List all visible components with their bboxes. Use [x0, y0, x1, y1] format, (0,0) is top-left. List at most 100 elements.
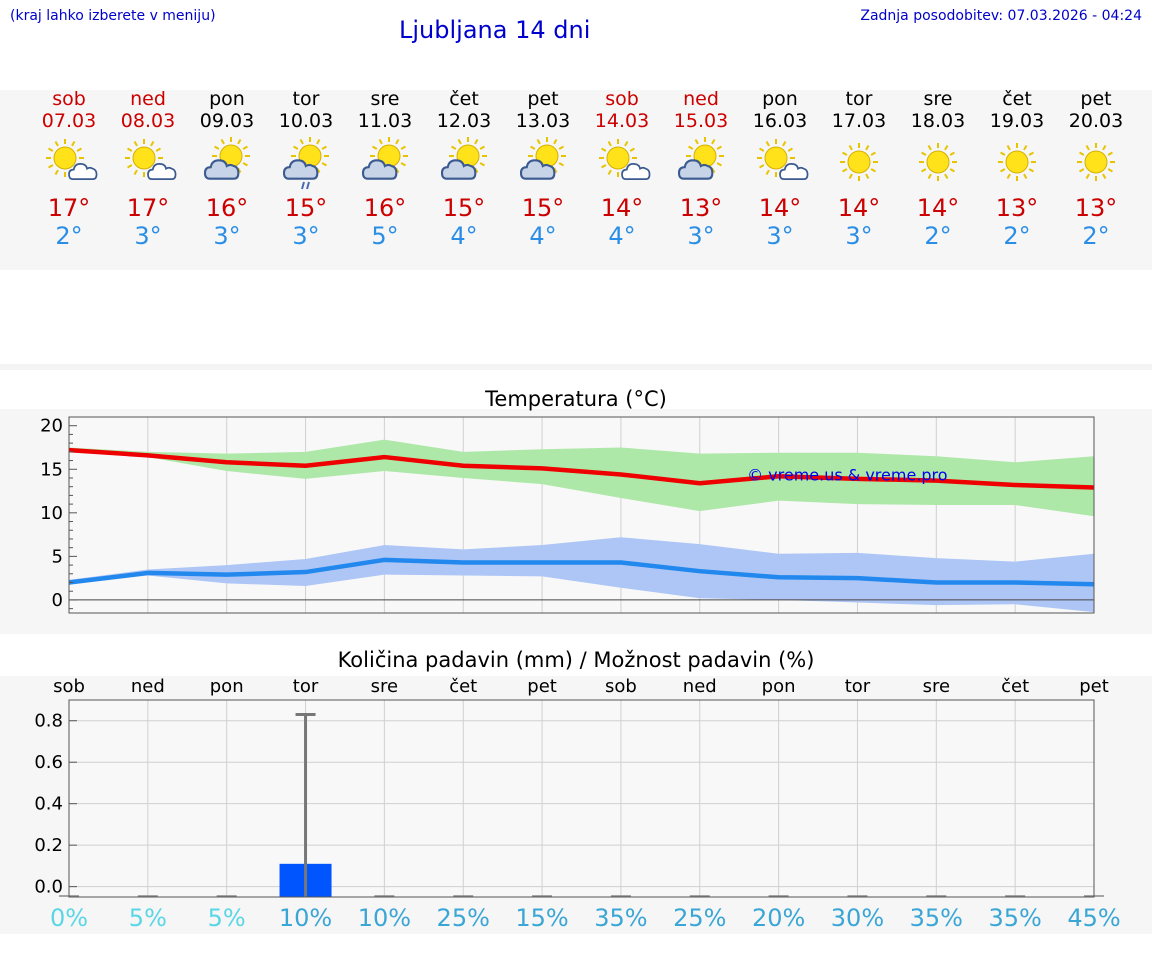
day-name: tor — [845, 88, 873, 110]
day-date: 20.03 — [1068, 110, 1124, 132]
precip-day-label: tor — [292, 676, 319, 697]
sun-cloud-icon — [740, 132, 820, 190]
day-column: tor 10.03 15° 3° — [266, 88, 346, 250]
temp-max: 13° — [1074, 194, 1118, 222]
precip-chance: 35% — [909, 904, 963, 932]
precip-day-label: ned — [130, 676, 165, 697]
precip-chance: 25% — [673, 904, 727, 932]
temp-max: 15° — [284, 194, 328, 222]
day-column: čet 19.03 13° 2° — [977, 88, 1057, 250]
temp-min: 2° — [1082, 222, 1110, 250]
sun-icon — [819, 132, 899, 190]
day-column: sob 07.03 17° 2° — [29, 88, 109, 250]
day-column: čet 12.03 15° 4° — [424, 88, 504, 250]
precip-day-label: sre — [922, 676, 951, 697]
precip-day-label: sob — [53, 676, 85, 697]
min-range-band — [69, 537, 1094, 613]
day-name: sob — [605, 88, 639, 110]
cloud-sun-icon — [661, 132, 741, 190]
precipitation-chart: 0.0 0.2 0.4 0.6 0.8 — [34, 699, 1104, 898]
temp-max: 14° — [758, 194, 802, 222]
temp-min: 3° — [766, 222, 794, 250]
cloud-sun-icon — [187, 132, 267, 190]
precip-chance: 0% — [49, 904, 89, 932]
day-column: pet 13.03 15° 4° — [503, 88, 583, 250]
page-title: Ljubljana 14 dni — [399, 16, 591, 44]
precip-chance: 45% — [1067, 904, 1121, 932]
precip-chance: 10% — [278, 904, 333, 932]
day-name: pet — [527, 88, 559, 110]
y-tick-label: 0 — [52, 590, 63, 611]
precipitation-chart-title: Količina padavin (mm) / Možnost padavin … — [337, 648, 815, 672]
precip-chance: 10% — [357, 904, 412, 932]
y-tick-label: 5 — [52, 546, 63, 567]
day-column: pet 20.03 13° 2° — [1056, 88, 1136, 250]
day-date: 07.03 — [41, 110, 97, 132]
y-tick-label: 0.8 — [34, 711, 63, 732]
temp-max: 14° — [600, 194, 644, 222]
temp-max: 17° — [126, 194, 170, 222]
y-tick-label: 10 — [40, 503, 63, 524]
day-name: pon — [762, 88, 798, 110]
precip-day-label: sre — [370, 676, 399, 697]
plot-frame — [68, 699, 1095, 898]
precip-chance: 20% — [751, 904, 806, 932]
sun-cloud-icon — [108, 132, 188, 190]
temp-max: 16° — [205, 194, 249, 222]
temp-min: 2° — [924, 222, 952, 250]
day-column: sre 11.03 16° 5° — [345, 88, 425, 250]
day-name: pon — [209, 88, 245, 110]
day-date: 16.03 — [752, 110, 808, 132]
temp-min: 2° — [55, 222, 83, 250]
temp-max: 17° — [47, 194, 91, 222]
series-max-line — [68, 447, 1095, 490]
temp-min: 2° — [1003, 222, 1031, 250]
day-name: čet — [449, 88, 479, 110]
day-date: 14.03 — [594, 110, 650, 132]
sun-cloud-icon — [582, 132, 662, 190]
watermark: © vreme.us & vreme.pro — [747, 466, 948, 485]
temp-min: 3° — [134, 222, 162, 250]
temperature-chart-title: Temperatura (°C) — [485, 387, 667, 411]
last-updated: Zadnja posodobitev: 07.03.2026 - 04:24 — [860, 8, 1142, 24]
day-date: 11.03 — [357, 110, 413, 132]
precip-chance: 15% — [515, 904, 569, 932]
day-name: ned — [683, 88, 719, 110]
day-name: sre — [370, 88, 400, 110]
temp-max: 16° — [363, 194, 407, 222]
day-name: pet — [1080, 88, 1112, 110]
temp-min: 3° — [213, 222, 241, 250]
y-tick-label: 0.2 — [34, 835, 63, 856]
day-name: ned — [130, 88, 166, 110]
precip-day-label: pon — [761, 676, 796, 697]
cloud-sun-icon — [424, 132, 504, 190]
temp-min: 3° — [845, 222, 873, 250]
y-tick-label: 0.6 — [34, 752, 63, 773]
precip-day-label: pon — [209, 676, 244, 697]
precip-day-label: sob — [605, 676, 637, 697]
precip-day-label: čet — [1001, 676, 1030, 697]
temp-min: 4° — [608, 222, 636, 250]
day-date: 17.03 — [831, 110, 887, 132]
day-date: 18.03 — [910, 110, 966, 132]
y-tick-label: 0.0 — [34, 877, 63, 898]
sun-icon — [977, 132, 1057, 190]
day-column: tor 17.03 14° 3° — [819, 88, 899, 250]
cloud-rain-icon — [266, 132, 346, 190]
precip-day-label: tor — [844, 676, 871, 697]
day-column: sob 14.03 14° 4° — [582, 88, 662, 250]
precip-chance: 30% — [830, 904, 885, 932]
temp-max: 14° — [916, 194, 960, 222]
y-tick-label: 15 — [40, 459, 63, 480]
plot-frame — [68, 416, 1095, 614]
precip-day-label: ned — [682, 676, 717, 697]
cloud-sun-icon — [503, 132, 583, 190]
day-column: pon 09.03 16° 3° — [187, 88, 267, 250]
location-menu-hint: (kraj lahko izberete v meniju) — [10, 8, 216, 24]
plot-area — [69, 700, 1094, 897]
day-date: 09.03 — [199, 110, 255, 132]
temp-min: 3° — [687, 222, 715, 250]
y-tick-label: 0.4 — [34, 794, 63, 815]
day-date: 13.03 — [515, 110, 571, 132]
temp-max: 15° — [521, 194, 565, 222]
